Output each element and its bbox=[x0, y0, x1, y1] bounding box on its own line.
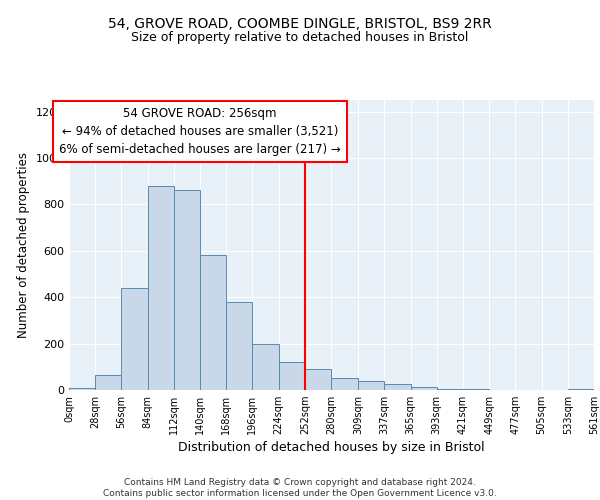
Bar bbox=[385, 384, 410, 390]
Bar bbox=[305, 369, 331, 390]
X-axis label: Distribution of detached houses by size in Bristol: Distribution of detached houses by size … bbox=[178, 442, 485, 454]
Bar bbox=[331, 378, 358, 390]
Text: 54, GROVE ROAD, COOMBE DINGLE, BRISTOL, BS9 2RR: 54, GROVE ROAD, COOMBE DINGLE, BRISTOL, … bbox=[108, 18, 492, 32]
Bar bbox=[121, 288, 148, 390]
Bar bbox=[463, 389, 489, 390]
Bar bbox=[95, 375, 121, 390]
Text: Contains HM Land Registry data © Crown copyright and database right 2024.
Contai: Contains HM Land Registry data © Crown c… bbox=[103, 478, 497, 498]
Bar bbox=[568, 389, 594, 390]
Bar bbox=[278, 362, 305, 390]
Bar bbox=[200, 256, 226, 390]
Text: Size of property relative to detached houses in Bristol: Size of property relative to detached ho… bbox=[131, 31, 469, 44]
Bar bbox=[148, 186, 174, 390]
Text: 54 GROVE ROAD: 256sqm
← 94% of detached houses are smaller (3,521)
6% of semi-de: 54 GROVE ROAD: 256sqm ← 94% of detached … bbox=[59, 107, 341, 156]
Bar bbox=[69, 388, 95, 390]
Bar bbox=[358, 380, 385, 390]
Bar bbox=[437, 389, 463, 390]
Bar bbox=[174, 190, 200, 390]
Bar bbox=[410, 386, 437, 390]
Bar bbox=[253, 344, 278, 390]
Y-axis label: Number of detached properties: Number of detached properties bbox=[17, 152, 31, 338]
Bar bbox=[226, 302, 253, 390]
